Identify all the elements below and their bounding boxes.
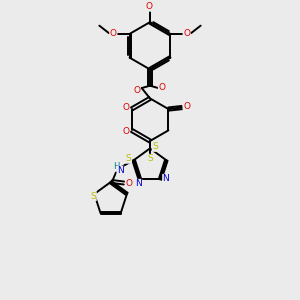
- Text: O: O: [146, 2, 153, 11]
- Text: S: S: [126, 154, 131, 163]
- Text: H: H: [113, 162, 119, 171]
- Text: N: N: [117, 166, 124, 175]
- Text: N: N: [163, 174, 170, 183]
- Text: O: O: [158, 83, 165, 92]
- Text: O: O: [110, 28, 117, 38]
- Text: S: S: [147, 154, 153, 163]
- Text: S: S: [152, 142, 158, 152]
- Text: N: N: [135, 179, 142, 188]
- Text: O: O: [183, 28, 190, 38]
- Text: O: O: [123, 127, 130, 136]
- Text: S: S: [91, 191, 96, 200]
- Text: O: O: [126, 179, 133, 188]
- Text: O: O: [133, 85, 140, 94]
- Text: O: O: [123, 103, 130, 112]
- Text: O: O: [183, 102, 190, 111]
